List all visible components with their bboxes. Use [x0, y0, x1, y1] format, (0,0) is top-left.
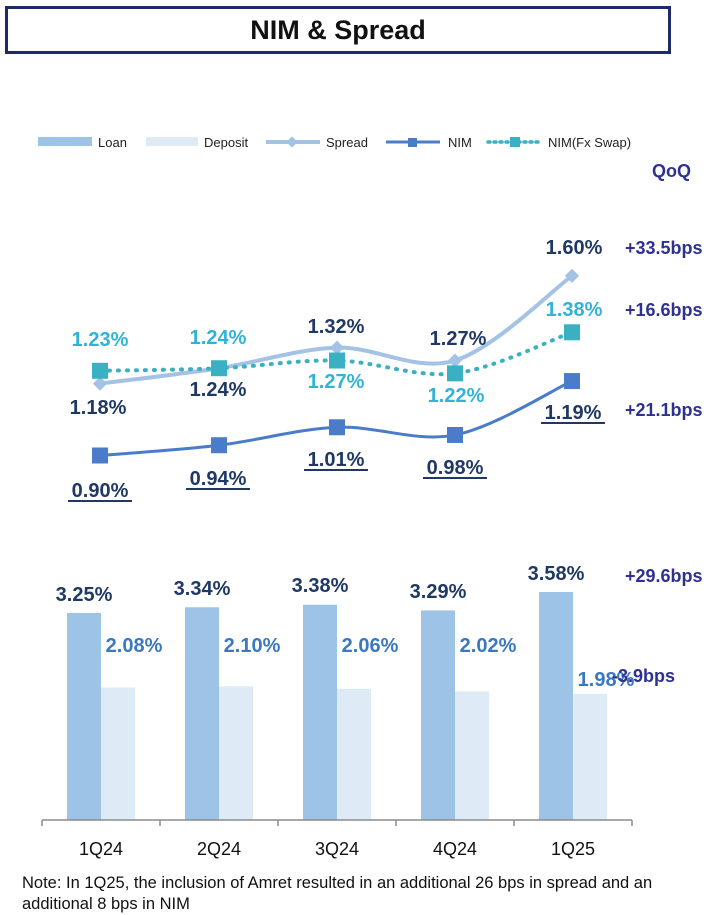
nim-fx-swap-point-2Q24	[211, 360, 227, 377]
nim-label-4Q24: 0.98%	[427, 457, 484, 479]
loan-label-4Q24: 3.29%	[410, 581, 467, 603]
qoq-nim: +21.1bps	[625, 400, 703, 420]
nim-fx-swap-point-3Q24	[329, 352, 345, 369]
title-box: NIM & Spread	[5, 6, 671, 54]
footnote: Note: In 1Q25, the inclusion of Amret re…	[22, 874, 653, 913]
nim-point-1Q24	[92, 447, 108, 464]
nim-fx-swap-label-1Q25: 1.38%	[546, 299, 603, 321]
loan-bar-4Q24	[421, 610, 455, 820]
qoq-loan: +29.6bps	[625, 566, 703, 586]
x-tick-label-1Q25: 1Q25	[551, 839, 595, 859]
deposit-bar-3Q24	[337, 688, 371, 820]
nim-spread-chart: Loan Deposit Spread NIM NIM(Fx Swap) QoQ 1.18%…	[38, 135, 703, 859]
nim-fx-swap-point-1Q24	[92, 362, 108, 379]
x-tick-label-4Q24: 4Q24	[433, 839, 477, 859]
x-tick-label-3Q24: 3Q24	[315, 839, 359, 859]
nim-point-2Q24	[211, 437, 227, 454]
loan-bar-3Q24	[303, 604, 337, 820]
nim-fx-swap-label-2Q24: 1.24%	[190, 327, 247, 349]
legend-deposit-label: Deposit	[204, 135, 248, 150]
spread-label-1Q24: 1.18%	[70, 397, 127, 419]
legend-spread-marker	[286, 136, 298, 148]
legend-loan-label: Loan	[98, 135, 127, 150]
nim-fx-swap-line	[98, 330, 574, 377]
loan-bar-2Q24	[185, 607, 219, 820]
deposit-label-2Q24: 2.10%	[224, 635, 281, 657]
qoq-header: QoQ	[652, 161, 691, 181]
loan-label-3Q24: 3.38%	[292, 575, 349, 597]
deposit-label-3Q24: 2.06%	[342, 635, 399, 657]
deposit-label-4Q24: 2.02%	[460, 635, 517, 657]
loan-bar-1Q24	[67, 613, 101, 820]
nim-label-1Q25: 1.19%	[545, 402, 602, 424]
legend-nim-label: NIM	[448, 135, 472, 150]
spread-point-1Q24	[92, 376, 108, 391]
qoq-nim-fx-swap: +16.6bps	[625, 300, 703, 320]
nim-fx-swap-point-4Q24	[447, 365, 463, 382]
nim-fx-swap-point-1Q25	[564, 324, 580, 341]
deposit-bar-1Q25	[573, 693, 607, 820]
spread-label-2Q24: 1.24%	[190, 379, 247, 401]
deposit-label-1Q25: 1.98%	[578, 669, 635, 691]
nim-fx-swap-label-4Q24: 1.22%	[428, 385, 485, 407]
qoq-deposit: -3.9bps	[612, 666, 675, 686]
loan-label-1Q24: 3.25%	[56, 584, 113, 606]
spread-label-4Q24: 1.27%	[430, 328, 487, 350]
legend-nim-fx-marker	[510, 137, 520, 147]
nim-fx-swap-label-3Q24: 1.27%	[308, 371, 365, 393]
nim-point-4Q24	[447, 426, 463, 443]
deposit-bar-1Q24	[101, 687, 135, 820]
nim-point-3Q24	[329, 419, 345, 436]
nim-label-2Q24: 0.94%	[190, 468, 247, 490]
legend-nim-fx-label: NIM(Fx Swap)	[548, 135, 631, 150]
legend-nim-marker	[408, 138, 417, 147]
deposit-bar-2Q24	[219, 686, 253, 820]
spread-point-4Q24	[447, 353, 463, 368]
x-tick-label-2Q24: 2Q24	[197, 839, 241, 859]
spread-label-3Q24: 1.32%	[308, 316, 365, 338]
nim-fx-swap-label-1Q24: 1.23%	[72, 329, 129, 351]
loan-label-2Q24: 3.34%	[174, 578, 231, 600]
loan-label-1Q25: 3.58%	[528, 563, 585, 585]
legend-loan-swatch	[38, 137, 92, 146]
nim-point-1Q25	[564, 373, 580, 390]
nim-label-1Q24: 0.90%	[72, 480, 129, 502]
deposit-label-1Q24: 2.08%	[106, 635, 163, 657]
legend-deposit-swatch	[146, 137, 198, 146]
x-tick-label-1Q24: 1Q24	[79, 839, 123, 859]
spread-point-3Q24	[329, 340, 345, 355]
legend-spread-label: Spread	[326, 135, 368, 150]
qoq-spread: +33.5bps	[625, 238, 703, 258]
spread-label-1Q25: 1.60%	[546, 237, 603, 259]
page-title: NIM & Spread	[250, 14, 426, 45]
loan-bar-1Q25	[539, 591, 573, 820]
deposit-bar-4Q24	[455, 691, 489, 820]
nim-label-3Q24: 1.01%	[308, 449, 365, 471]
spread-point-1Q25	[564, 268, 580, 283]
